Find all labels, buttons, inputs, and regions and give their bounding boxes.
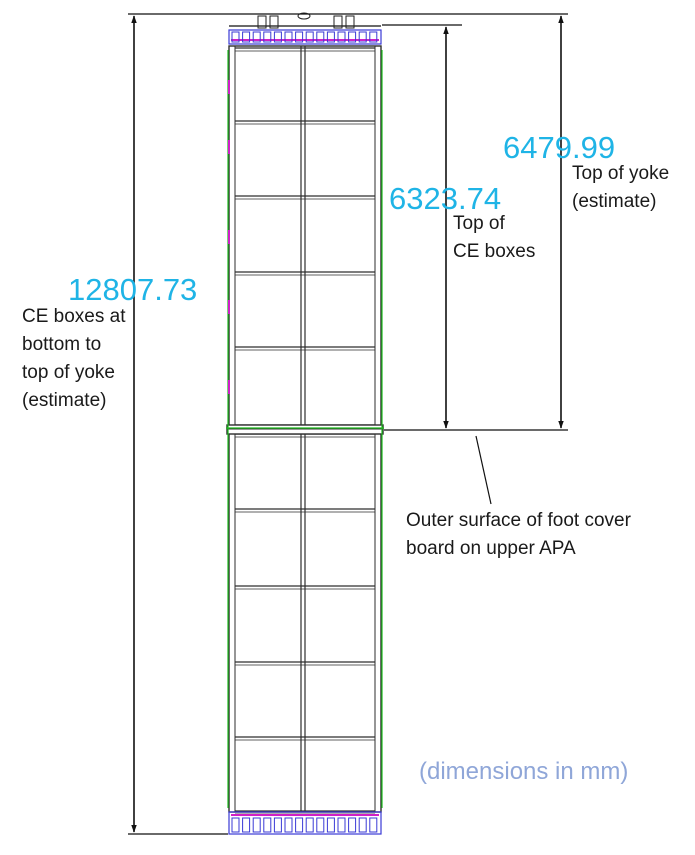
yoke-bolt xyxy=(369,31,378,43)
frame-green-edges xyxy=(226,50,384,808)
ce-box xyxy=(284,817,293,833)
ce-box xyxy=(358,817,367,833)
total-label-line: top of yoke xyxy=(22,362,115,383)
yoke-label-line: Top of yoke xyxy=(572,163,670,184)
total-label-line: (estimate) xyxy=(22,390,107,411)
extension-lines xyxy=(128,13,568,835)
units-note: (dimensions in mm) xyxy=(419,758,629,785)
ce-label-line: CE boxes xyxy=(453,241,536,262)
total-dimension-value: 12807.73 xyxy=(68,272,198,307)
ce-box-row xyxy=(228,811,382,835)
yoke-clamp xyxy=(345,15,355,29)
yoke-bolt xyxy=(231,31,240,43)
ce-box xyxy=(231,817,240,833)
yoke-bolt xyxy=(263,31,272,43)
yoke-bolt xyxy=(358,31,367,43)
yoke-bolt xyxy=(316,31,325,43)
ce-box xyxy=(242,817,251,833)
foot-board-callout-label: Outer surface of foot cover board on upp… xyxy=(406,507,631,563)
ce-box xyxy=(273,817,282,833)
yoke-bolt xyxy=(305,31,314,43)
yoke-dimension-value: 6479.99 xyxy=(503,130,616,165)
ce-box xyxy=(316,817,325,833)
yoke-clamp xyxy=(269,15,279,29)
yoke-bolt xyxy=(337,31,346,43)
ce-label-line: Top of xyxy=(453,213,505,234)
total-label-line: CE boxes at xyxy=(22,306,126,327)
ce-dimension-value: 6323.74 xyxy=(389,181,502,216)
ce-box-hardware xyxy=(228,811,382,835)
yoke-bolt xyxy=(252,31,261,43)
ce-box xyxy=(305,817,314,833)
yoke-bolt xyxy=(273,31,282,43)
total-label-line: bottom to xyxy=(22,334,102,355)
yoke-bolt xyxy=(326,31,335,43)
callout-leader-line xyxy=(475,435,492,505)
apa-frame-stack xyxy=(226,12,384,835)
total-dimension-label: CE boxes at bottom to top of yoke (estim… xyxy=(22,303,126,415)
yoke-label-line: (estimate) xyxy=(572,191,657,212)
yoke-bolt xyxy=(242,31,251,43)
yoke-clamp xyxy=(257,15,267,29)
yoke-clamp xyxy=(333,15,343,29)
yoke-dimension-label: Top of yoke (estimate) xyxy=(572,160,669,216)
ce-box xyxy=(263,817,272,833)
ce-box xyxy=(348,817,357,833)
callout-label-line: board on upper APA xyxy=(406,538,576,559)
ce-box xyxy=(369,817,378,833)
top-yoke-hardware xyxy=(228,12,382,45)
ce-box xyxy=(337,817,346,833)
yoke-bolt xyxy=(348,31,357,43)
callout-label-line: Outer surface of foot cover xyxy=(406,510,631,531)
yoke-bolt xyxy=(284,31,293,43)
yoke-lift-eye xyxy=(297,12,311,20)
dimension-lines xyxy=(131,15,564,833)
ce-box xyxy=(326,817,335,833)
ce-box xyxy=(295,817,304,833)
ce-box xyxy=(252,817,261,833)
ce-dimension-label: Top of CE boxes xyxy=(453,210,535,266)
frame-lines xyxy=(226,45,384,815)
yoke-bar xyxy=(228,29,382,45)
yoke-bolt xyxy=(295,31,304,43)
